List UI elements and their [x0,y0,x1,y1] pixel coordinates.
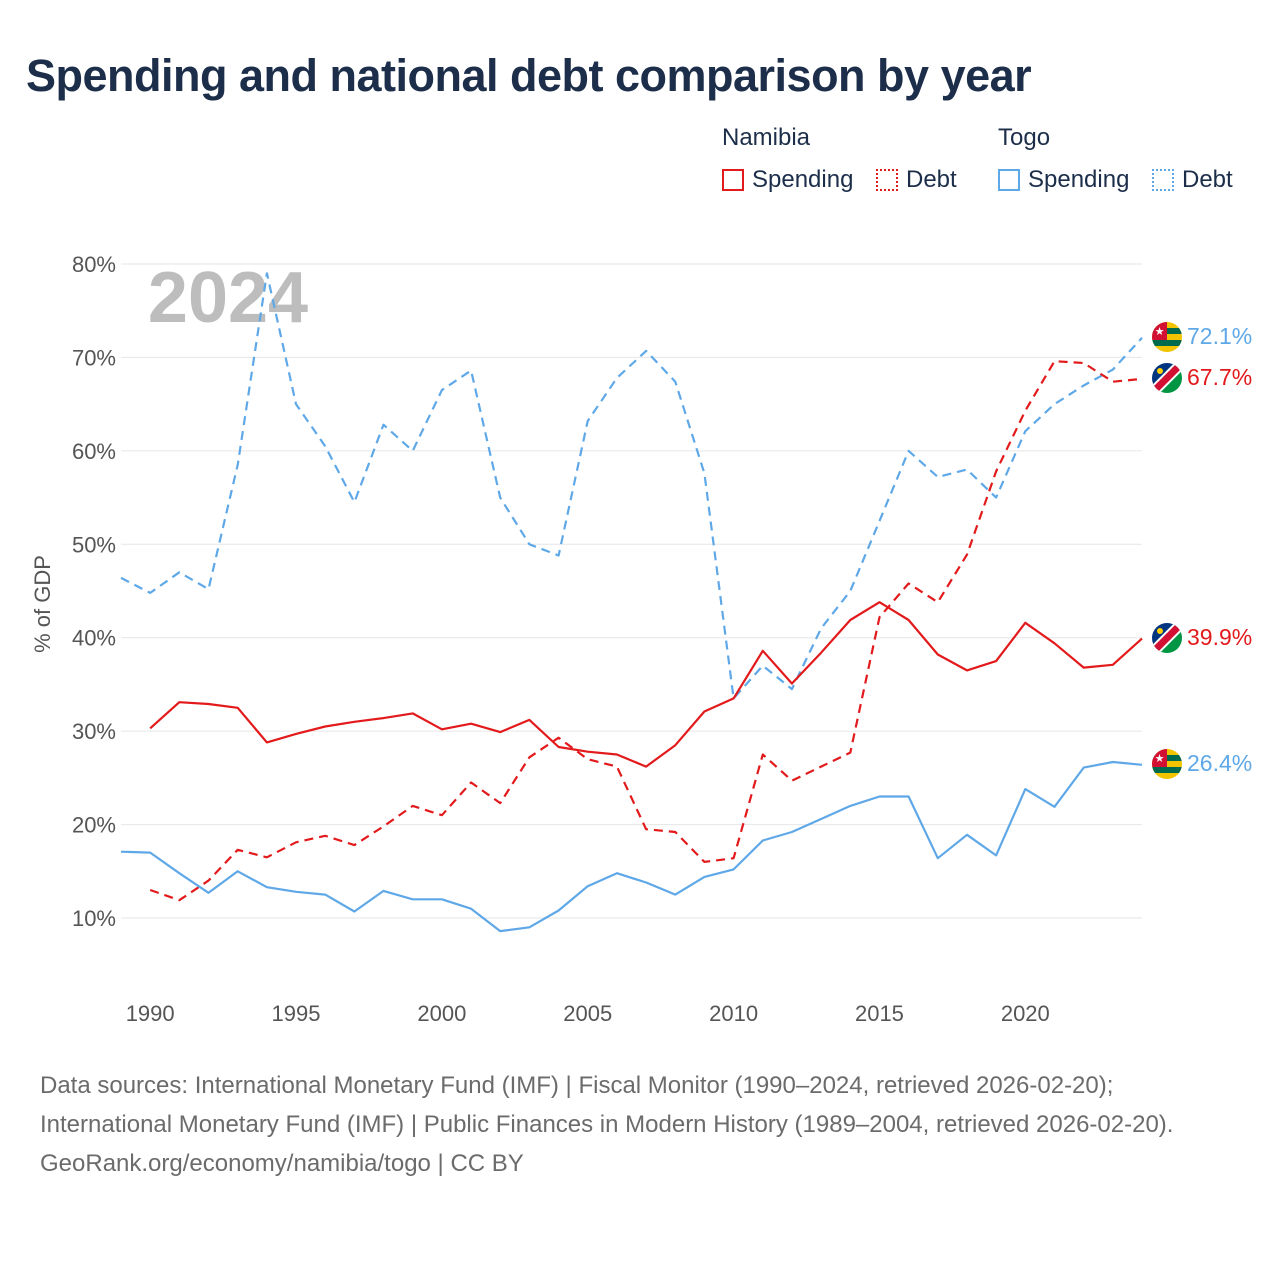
y-tick-label: 70% [72,345,116,370]
legend-namibia-debt-swatch [876,169,898,191]
legend-togo-title: Togo [998,124,1051,151]
y-tick-label: 60% [72,439,116,464]
legend-namibia-spending[interactable]: Spending [722,166,853,194]
y-axis-label: % of GDP [30,555,55,653]
gridlines [121,263,1142,919]
series-line-togo-spending [120,760,1143,933]
x-tick-label: 2015 [855,1001,904,1026]
svg-text:★: ★ [1155,752,1165,765]
series-line-namibia-spending [149,601,1143,768]
x-tick-label: 2020 [1001,1001,1050,1026]
legend-togo-spending[interactable]: Spending [998,166,1129,194]
legend-namibia-spending-swatch [722,169,744,191]
legend-togo-spending-swatch [998,169,1020,191]
x-axis: 1990 1995 2000 2005 2010 2015 2020 [126,1001,1050,1026]
series-line-togo-debt [120,272,1143,700]
legend-togo-spending-label: Spending [1028,166,1130,193]
legend-namibia-title: Namibia [722,124,811,151]
legend-namibia-spending-label: Spending [752,166,854,193]
credit-line[interactable]: GeoRank.org/economy/namibia/togo | CC BY [40,1150,524,1177]
end-label-togo-debt: 72.1% [1187,323,1252,349]
legend-togo-debt-swatch [1152,169,1174,191]
y-tick-label: 50% [72,532,116,557]
namibia-flag-icon [1152,623,1182,653]
data-sources: Data sources: International Monetary Fun… [40,1072,1174,1138]
legend-namibia-debt-label: Debt [906,166,957,193]
legend-togo-debt-label: Debt [1182,166,1233,193]
end-label-namibia-debt: 67.7% [1187,364,1252,390]
legend-togo-debt[interactable]: Debt [1152,166,1233,194]
y-tick-label: 40% [72,626,116,651]
line-chart: 10% 20% 30% 40% 50% 60% 70% 80% 1990 1995 2000 200… [30,252,1252,1026]
y-tick-label: 80% [72,252,116,277]
legend-namibia-debt[interactable]: Debt [876,166,957,194]
y-tick-label: 10% [72,906,116,931]
end-label-togo-spending: 26.4% [1187,750,1252,776]
year-watermark: 2024 [148,258,308,338]
y-tick-label: 20% [72,813,116,838]
x-tick-label: 2005 [563,1001,612,1026]
chart-footer: Data sources: International Monetary Fun… [40,1066,1240,1183]
togo-flag-icon: ★ [1152,322,1182,352]
x-tick-label: 2000 [417,1001,466,1026]
end-label-namibia-spending: 39.9% [1187,624,1252,650]
togo-flag-icon: ★ [1152,749,1182,779]
chart-title: Spending and national debt comparison by… [26,50,1032,101]
x-tick-label: 1990 [126,1001,175,1026]
namibia-flag-icon [1152,363,1182,393]
svg-text:★: ★ [1155,325,1165,338]
y-tick-label: 30% [72,719,116,744]
series-line-namibia-debt [149,360,1143,902]
series-lines [120,272,1143,933]
x-tick-label: 2010 [709,1001,758,1026]
x-tick-label: 1995 [272,1001,321,1026]
y-axis: 10% 20% 30% 40% 50% 60% 70% 80% [72,252,116,931]
